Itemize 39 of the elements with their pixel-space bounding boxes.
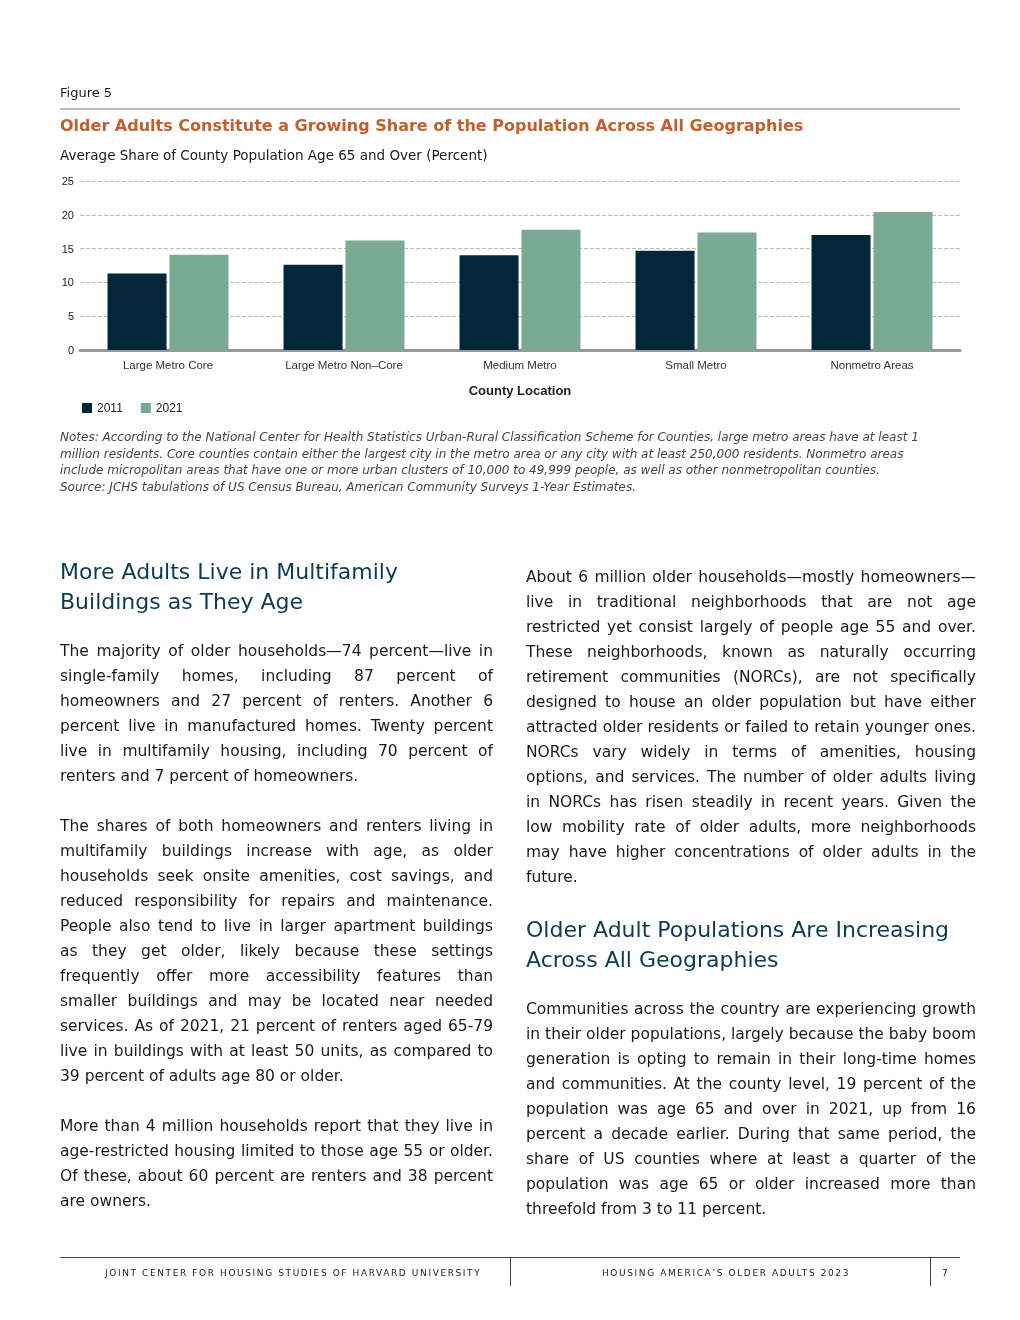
bar (345, 240, 405, 350)
bar (283, 264, 343, 350)
text: More than 4 million households report that they live in age-restricted housing limited to those age 55 or older. Of these, about 60 percent are renters and 38 percent are owners. (60, 1116, 493, 1212)
bar (697, 232, 757, 350)
bar (459, 255, 519, 350)
bar (811, 235, 871, 350)
y-axis-title: Average Share of County Population Age 65 and Over (Percent) (60, 147, 488, 163)
legend-label: 2021 (155, 401, 183, 415)
x-axis-title: County Location (468, 383, 572, 398)
y-tick-label: 5 (67, 310, 74, 323)
x-tick-label: Large Metro Non–Core (285, 359, 403, 371)
bar (107, 273, 167, 350)
text: Notes: According to the National Center for Health Statistics Urban-Rural Classification Scheme for Counties, large metro areas have at least 1 million residents. Core counties contain either the largest city in the metro area or any city with at least 250,000 residents. Nonmetro areas include micropolitan areas that have one or more urban clusters of 10,000 to 49,999 people, as well as other nonmetropolitan counties. (60, 429, 920, 479)
x-tick-label: Medium Metro (483, 359, 557, 371)
text: JOINT CENTER FOR HOUSING STUDIES OF HARVARD UNIVERSITY (105, 1268, 482, 1278)
chart-title: Older Adults Constitute a Growing Share of the Population Across All Geographies (60, 116, 804, 135)
text: 7 (942, 1268, 950, 1278)
y-tick-label: 0 (67, 344, 74, 356)
bar (521, 229, 581, 350)
text: HOUSING AMERICA’S OLDER ADULTS 2023 (602, 1268, 851, 1278)
y-tick-label: 15 (61, 242, 74, 255)
source-note: Source: JCHS tabulations of US Census Bureau, American Community Surveys 1-Year Estimates. (60, 478, 637, 495)
x-tick-label: Small Metro (665, 359, 727, 371)
text: Older Adult Populations Are Increasing Across All Geographies (526, 916, 951, 974)
text: Communities across the country are experiencing growth in their older populations, largely because the baby boom generation is opting to remain in their long-time homes and communities. At the county level, 19 percent of the population was age 65 and over in 2021, up from 16 percent a decade earlier. During that same period, the share of US counties where at least a quarter of the population was age 65 or older increased more than threefold from 3 to 11 percent. (526, 1000, 976, 1218)
text: The shares of both homeowners and renters living in multifamily buildings increase with age, as older households seek onsite amenities, cost savings, and reduced responsibility for repairs and maintenance. People also tend to live in larger apartment buildings as they get older, likely because these settings frequently offer more accessibility features than smaller buildings and may be located near needed services. As of 2021, 21 percent of renters aged 65-79 live in buildings with at least 50 units, as compared to 39 percent of adults age 80 or older. (60, 817, 493, 1085)
bar (873, 212, 933, 350)
bar (635, 250, 695, 350)
y-tick-label: 10 (61, 276, 74, 289)
x-tick-label: Nonmetro Areas (830, 359, 914, 371)
caption: Figure 5 (60, 85, 113, 100)
y-tick-label: 20 (61, 208, 74, 221)
text: About 6 million older households—mostly homeowners—live in traditional neighborhoods that are not age restricted yet consist largely of people age 55 and over. These neighborhoods, known as naturally occurring retirement communities (NORCs), are not specifically designed to house an older population but have either attracted older residents or failed to retain younger ones. NORCs vary widely in terms of amenities, housing options, and services. The number of older adults living in NORCs has risen steadily in recent years. Given the low mobility rate of older adults, more neighborhoods may have higher concentrations of older adults in the future. (526, 568, 976, 886)
text: More Adults Live in Multifamily Buildings as They Age (60, 558, 399, 616)
y-tick-label: 25 (61, 175, 74, 187)
text: The majority of older households—74 percent—live in single-family homes, including 87 percent of homeowners and 27 percent of renters. Another 6 percent live in manufactured homes. Twenty percent live in multifamily housing, including 70 percent of renters and 7 percent of homeowners. (60, 641, 493, 787)
bar (169, 254, 229, 350)
legend-label: 2011 (97, 401, 124, 415)
x-tick-label: Large Metro Core (122, 359, 214, 371)
